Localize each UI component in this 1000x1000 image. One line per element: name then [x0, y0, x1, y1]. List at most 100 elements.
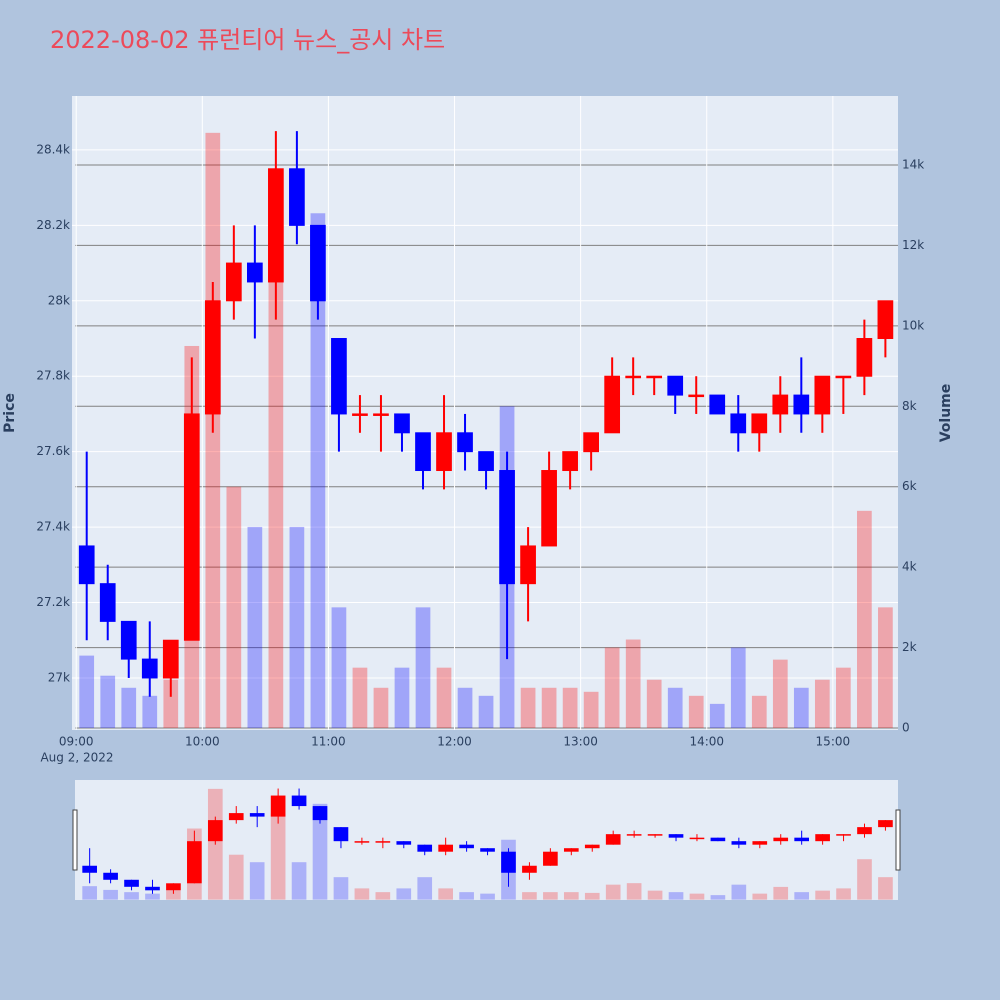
mini-volume-bar: [522, 892, 537, 900]
y-tick-label: 27.6k: [36, 444, 70, 458]
mini-candle-body: [82, 865, 97, 873]
candle-body: [730, 413, 747, 434]
candle-body: [268, 168, 284, 283]
mini-volume-bar: [731, 884, 747, 900]
candle-body: [583, 432, 599, 453]
mini-candle-body: [354, 841, 370, 843]
volume-bar: [751, 695, 767, 728]
y-tick-label: 27k: [48, 670, 70, 684]
volume-bar: [878, 607, 893, 728]
y-tick-label: 28.2k: [36, 218, 70, 232]
range-handle[interactable]: [895, 809, 901, 871]
x-tick-label: 11:00: [311, 735, 346, 749]
volume-bar: [688, 695, 704, 728]
volume-bar: [541, 687, 557, 728]
mini-candle-body: [417, 844, 433, 852]
mini-candle-body: [333, 827, 349, 842]
mini-volume-bar: [710, 895, 726, 900]
mini-candle-body: [647, 834, 663, 836]
mini-candle-body: [773, 837, 789, 842]
mini-volume-bar: [103, 889, 118, 900]
range-handle[interactable]: [72, 809, 78, 871]
mini-volume-bar: [438, 888, 453, 900]
mini-volume-bar: [249, 862, 265, 900]
candle-body: [688, 394, 705, 398]
y2-tick-label: 10k: [902, 318, 924, 332]
mini-candle-body: [689, 837, 705, 840]
mini-candle-body: [459, 844, 474, 849]
volume-bar: [79, 655, 95, 728]
mini-candle-body: [584, 844, 600, 849]
volume-bar: [373, 687, 389, 728]
candle-body: [877, 300, 894, 340]
candle-body: [667, 375, 684, 396]
candle-body: [709, 394, 726, 415]
volume-bar: [814, 679, 830, 728]
mini-candle-body: [187, 841, 202, 884]
x-tick-label: 10:00: [185, 735, 220, 749]
candle-body: [120, 620, 137, 660]
candle-body: [162, 639, 179, 679]
x-tick-label: 13:00: [563, 735, 598, 749]
mini-candle-body: [543, 851, 558, 866]
mini-candle-body: [563, 848, 579, 852]
mini-candle-body: [857, 827, 872, 835]
volume-bar: [583, 691, 599, 728]
candle-body: [499, 470, 515, 585]
mini-volume-bar: [375, 892, 391, 900]
mini-volume-bar: [312, 803, 328, 900]
candle-body: [604, 375, 621, 434]
candle-body: [246, 262, 263, 283]
candle-body: [457, 432, 473, 453]
volume-bar: [289, 526, 305, 728]
volume-bar: [646, 679, 662, 728]
mini-candle-body: [228, 813, 244, 821]
mini-volume-bar: [480, 893, 495, 900]
mini-candle-body: [605, 834, 621, 845]
mini-volume-bar: [166, 890, 181, 900]
candle-body: [772, 394, 789, 415]
volume-bar: [352, 667, 368, 728]
volume-bar: [100, 675, 116, 728]
mini-candle-body: [124, 879, 139, 887]
mini-candle-body: [480, 848, 495, 852]
candle-body: [310, 224, 326, 302]
mini-volume-bar: [668, 892, 684, 900]
mini-volume-bar: [689, 893, 705, 900]
y2-tick-label: 6k: [902, 479, 917, 493]
volume-bar: [835, 667, 851, 728]
mini-volume-bar: [82, 886, 97, 900]
mini-volume-bar: [354, 888, 370, 900]
candle-body: [225, 262, 242, 302]
candle-body: [856, 338, 873, 377]
mini-volume-bar: [836, 888, 851, 900]
mini-candle-body: [145, 886, 160, 891]
mini-candle-body: [668, 834, 684, 838]
volume-bar: [709, 703, 725, 728]
mini-volume-bar: [605, 884, 621, 900]
mini-volume-bar: [752, 893, 768, 900]
candle-body: [141, 658, 158, 679]
mini-candle-body: [207, 820, 223, 842]
y-tick-label: 27.4k: [36, 520, 70, 534]
mini-volume-bar: [647, 890, 663, 900]
mini-volume-bar: [124, 892, 139, 900]
y2-tick-label: 4k: [902, 560, 917, 574]
mini-candle-body: [836, 834, 851, 836]
y2-tick-label: 8k: [902, 399, 917, 413]
volume-bar: [667, 687, 683, 728]
volume-bar: [562, 687, 578, 728]
candle-body: [204, 300, 221, 415]
mini-volume-bar: [626, 883, 642, 900]
candle-body: [436, 432, 452, 472]
x-tick-label: 14:00: [689, 735, 724, 749]
candle-body: [78, 545, 95, 585]
x-tick-label: 09:00: [59, 735, 94, 749]
candle-body: [541, 470, 557, 547]
volume-bar: [772, 659, 788, 728]
mini-candle-body: [731, 841, 747, 845]
candle-body: [646, 375, 663, 379]
volume-bar: [163, 679, 179, 728]
volume-bar: [394, 667, 410, 728]
